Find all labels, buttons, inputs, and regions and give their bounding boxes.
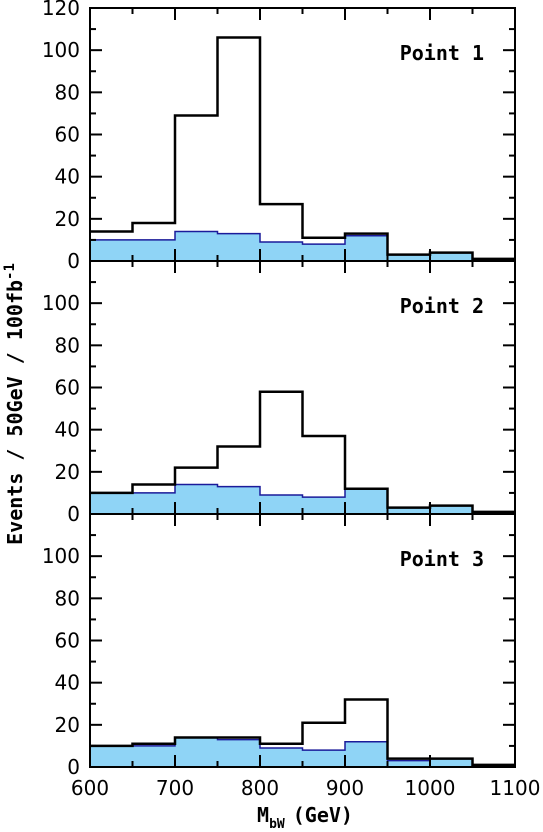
y-tick-label: 80 [55,80,80,104]
y-tick-label: 0 [67,755,80,779]
y-tick-label: 40 [55,165,80,189]
y-tick-label: 80 [55,333,80,357]
panel-1: 0 20 40 60 80 100 120 Point 1 [42,0,516,273]
panel-2: 0 20 40 60 80 100 Point 2 [42,260,516,526]
background-bar [387,254,430,261]
background-bar [430,252,473,261]
y-axis-title-sup: -1 [2,263,18,280]
background-bar [217,739,260,767]
y-tick-label: 60 [55,629,80,653]
background-bar [302,750,345,767]
panel-label: Point 2 [400,294,484,318]
background-bar [260,748,303,767]
panel-3: 0 20 40 60 80 100 Point 3 [42,513,516,779]
x-tick-label: 900 [326,776,364,800]
background-bar [175,737,218,767]
y-axis-title: Events / 50GeV / 100fb-1 [2,263,27,545]
y-axis-title-main: Events / 50GeV / 100fb [3,280,27,545]
background-bar [430,505,473,514]
y-tick-label: 40 [55,671,80,695]
background-bar [260,242,303,261]
y-tick-label: 40 [55,418,80,442]
panel-label: Point 3 [400,547,484,571]
panel-label: Point 1 [400,41,484,65]
y-tick-label: 20 [55,207,80,231]
x-tick-label: 800 [241,776,279,800]
background-bar [175,231,218,261]
x-axis-title-main: M [257,803,269,827]
y-tick-label: 120 [42,0,80,20]
x-axis-title-sub: bW [269,817,285,832]
y-tick-label: 100 [42,291,80,315]
y-tick-label: 80 [55,586,80,610]
x-tick-labels: 600 700 800 900 1000 1100 [71,776,541,800]
total-histogram-line [90,698,515,767]
background-bar [132,745,175,767]
background-bar [175,484,218,514]
y-tick-label: 100 [42,544,80,568]
background-bar [302,244,345,261]
background-bar [217,233,260,261]
x-tick-label: 1100 [490,776,541,800]
x-tick-label: 600 [71,776,109,800]
background-bar [90,239,133,261]
y-tick-label: 20 [55,713,80,737]
background-bar [345,488,388,514]
background-bar [90,745,133,767]
y-tick-label: 0 [67,502,80,526]
background-bar [90,492,133,514]
panels-group: 0 20 40 60 80 100 120 Point 1 0 20 40 60 80 100 Point … [42,0,516,779]
background-bar [387,507,430,514]
y-tick-label: 0 [67,249,80,273]
x-tick-label: 700 [156,776,194,800]
y-tick-label: 60 [55,123,80,147]
y-tick-label: 60 [55,376,80,400]
y-tick-label: 20 [55,460,80,484]
total-histogram-line [90,36,515,261]
y-tick-label: 100 [42,38,80,62]
background-bar [217,486,260,514]
x-tick-label: 1000 [405,776,456,800]
x-axis-title: MbW (GeV) [257,803,353,832]
background-bar [132,239,175,261]
background-bar [260,495,303,514]
background-bar [345,741,388,767]
background-bar [132,492,175,514]
x-axis-title-unit: (GeV) [293,803,353,827]
background-bar [430,758,473,767]
background-bar [345,235,388,261]
background-bar [302,497,345,514]
background-bar [387,760,430,767]
